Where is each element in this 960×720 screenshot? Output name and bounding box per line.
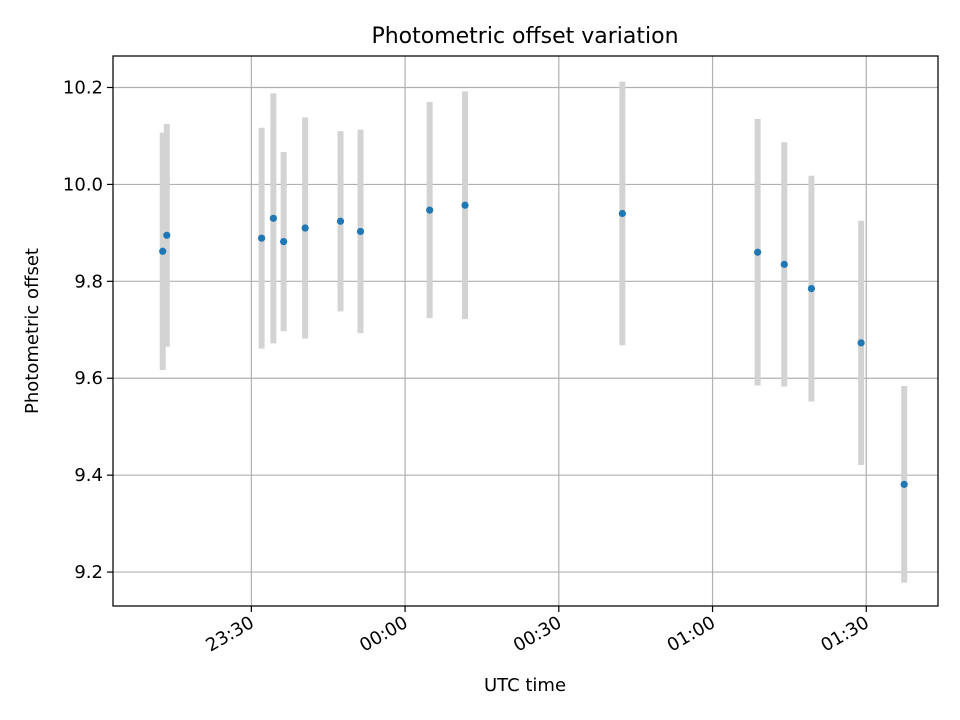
y-tick-label: 9.8 — [74, 271, 103, 292]
x-tick-label: 00:30 — [510, 612, 565, 656]
y-tick-label: 9.4 — [74, 465, 103, 486]
error-bars — [159, 81, 908, 583]
y-tick-label: 9.2 — [74, 562, 103, 583]
x-tick-label: 00:00 — [356, 612, 411, 656]
x-tick-label: 01:30 — [817, 612, 872, 656]
data-point — [461, 201, 469, 209]
x-axis-ticks: 23:30 00:00 00:30 01:00 01:30 — [202, 606, 873, 656]
grid-lines — [113, 56, 938, 606]
data-point — [426, 206, 434, 214]
x-tick-label: 01:00 — [664, 612, 719, 656]
x-axis-label: UTC time — [484, 675, 566, 696]
y-axis-label: Photometric offset — [22, 248, 43, 414]
y-tick-label: 10.0 — [63, 174, 103, 195]
data-point — [807, 284, 816, 293]
data-point — [336, 217, 345, 225]
y-tick-label: 10.2 — [63, 77, 103, 98]
data-point — [163, 231, 171, 239]
data-point — [618, 209, 626, 218]
data-point — [857, 339, 865, 347]
data-point — [900, 480, 908, 488]
y-axis-ticks: 9.2 9.4 9.6 9.8 10.0 10.2 — [63, 77, 113, 583]
data-point — [269, 214, 277, 222]
data-point — [780, 260, 788, 268]
data-point — [754, 248, 762, 256]
plot-frame — [112, 55, 939, 607]
data-point — [301, 224, 309, 232]
data-point — [159, 247, 167, 255]
x-tick-label: 23:30 — [202, 612, 257, 656]
data-point — [280, 237, 288, 246]
data-points — [159, 201, 908, 488]
chart-title: Photometric offset variation — [371, 24, 678, 49]
y-tick-label: 9.6 — [74, 368, 103, 389]
data-point — [258, 234, 266, 242]
data-point — [356, 227, 365, 236]
